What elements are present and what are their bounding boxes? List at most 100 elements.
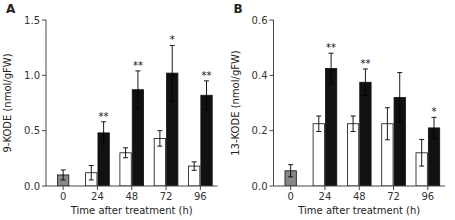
error-bar [288,165,293,177]
x-tick [359,186,360,190]
error-cap [316,116,321,117]
y-tick [270,20,274,21]
bar [360,82,371,186]
annotation: ** [202,70,212,81]
y-tick-label: 0.6 [252,15,268,26]
y-tick [42,20,46,21]
error-cap [170,100,175,101]
error-cap [385,107,390,108]
y-tick-label: 0.5 [24,125,40,136]
error-cap [316,131,321,132]
error-cap [123,147,128,148]
annotation: ** [360,58,370,69]
error-stem [125,148,126,158]
x-axis-label: Time after treatment (h) [70,205,193,216]
y-tick-label: 0.0 [24,181,40,192]
error-bar [397,73,402,123]
error-cap [157,130,162,131]
y-tick [270,186,274,187]
x-tick [97,186,98,190]
y-tick [42,130,46,131]
error-cap [397,122,402,123]
y-axis-label: 9-KODE (nmol/gFW) [2,53,13,152]
annotation: ** [99,111,109,122]
error-bar [123,148,128,158]
error-cap [397,72,402,73]
error-bar [89,166,94,180]
x-axis-label: Time after treatment (h) [297,205,420,216]
error-cap [351,116,356,117]
error-bar [101,122,106,144]
x-tick [131,186,132,190]
error-bar [204,81,209,110]
error-cap [419,139,424,140]
annotation: * [432,106,437,117]
x-tick-label: 72 [160,191,173,202]
error-bar [329,53,334,83]
x-tick-label: 24 [319,191,332,202]
x-tick-label: 48 [125,191,138,202]
error-stem [103,122,104,144]
y-tick-label: 1.5 [24,15,40,26]
panel: B0.00.20.40.613-KODE (nmol/gFW)*****0244… [230,2,446,216]
x-tick-label: 0 [287,191,293,202]
error-stem [206,81,207,110]
error-cap [288,176,293,177]
figure: A0.00.51.01.59-KODE (nmol/gFW)*******024… [0,0,455,220]
x-tick [63,186,64,190]
error-cap [204,109,209,110]
error-bar [135,71,140,109]
error-stem [387,108,388,140]
error-cap [157,146,162,147]
y-axis [273,20,274,186]
y-axis [46,20,47,186]
x-tick-label: 48 [353,191,366,202]
error-cap [288,164,293,165]
error-bar [157,131,162,146]
title: B [234,2,243,16]
error-bar [170,45,175,100]
error-stem [421,140,422,167]
error-cap [385,139,390,140]
error-cap [192,161,197,162]
error-stem [137,71,138,109]
y-axis-label: 13-KODE (nmol/gFW) [230,50,241,156]
error-bar [363,69,368,96]
error-cap [61,179,66,180]
y-tick-label: 0.4 [252,70,268,81]
error-cap [419,166,424,167]
y-tick-label: 0.2 [252,125,268,136]
x-tick-label: 72 [387,191,400,202]
x-tick [393,186,394,190]
x-tick-label: 96 [421,191,434,202]
x-axis [274,186,446,187]
annotation: ** [133,60,143,71]
annotations: ******* [99,34,212,121]
error-cap [135,108,140,109]
bar [120,153,131,186]
error-stem [353,116,354,131]
x-tick [166,186,167,190]
error-stem [399,73,400,123]
title: A [6,2,16,16]
error-cap [432,138,437,139]
error-stem [194,162,195,170]
y-tick [42,75,46,76]
error-cap [192,170,197,171]
bars [57,45,212,186]
error-stem [365,69,366,96]
x-tick-label: 96 [194,191,207,202]
error-cap [363,95,368,96]
error-cap [123,157,128,158]
error-stem [318,116,319,131]
x-tick-label: 24 [91,191,104,202]
error-cap [89,179,94,180]
error-bar [432,117,437,138]
bar [325,68,336,186]
y-tick [42,186,46,187]
error-stem [159,131,160,146]
y-tick [270,130,274,131]
error-stem [91,166,92,180]
y-tick [270,75,274,76]
error-cap [329,83,334,84]
